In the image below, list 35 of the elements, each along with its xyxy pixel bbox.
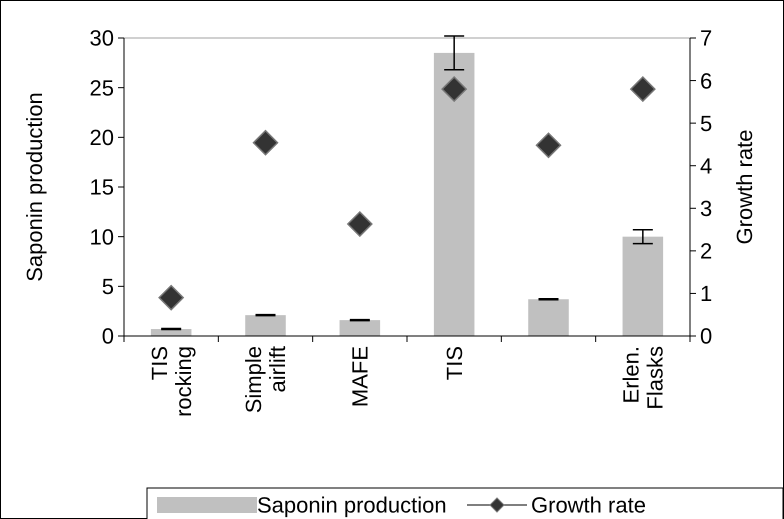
x-tick-label: MAFE — [348, 346, 373, 408]
bar — [245, 315, 286, 336]
y2-tick-label: 1 — [700, 281, 712, 306]
bar — [434, 52, 474, 336]
x-tick-label: TIS — [442, 346, 467, 380]
y-axis-title: Saponin production — [22, 92, 47, 282]
point — [536, 132, 562, 158]
bar — [340, 320, 380, 336]
y2-tick-label: 7 — [700, 26, 712, 51]
y-tick-label: 10 — [90, 224, 114, 250]
y2-tick-label: 0 — [700, 324, 712, 349]
bar — [528, 299, 569, 336]
y-tick-label: 15 — [90, 174, 114, 200]
y-tick-label: 5 — [102, 274, 114, 300]
legend-label: Saponin production — [257, 492, 447, 518]
y-tick-label: 20 — [90, 125, 114, 150]
y-tick-label: 30 — [90, 26, 114, 51]
point — [347, 211, 373, 237]
y2-tick-label: 3 — [700, 196, 712, 221]
y-tick-label: 25 — [90, 75, 114, 100]
bar — [622, 236, 664, 336]
x-tick-label: TIS rocking — [146, 346, 196, 417]
point — [252, 130, 278, 156]
point — [158, 284, 184, 310]
x-tick-label: Simple airlift — [241, 346, 290, 414]
point — [630, 76, 656, 102]
point — [441, 76, 467, 102]
x-tick-label: Erlen. Flasks — [618, 346, 668, 410]
y-tick-label: 0 — [102, 324, 114, 349]
y2-axis-title: Growth rate — [732, 130, 757, 244]
y2-tick-label: 4 — [700, 153, 712, 178]
y2-tick-label: 2 — [700, 238, 712, 264]
legend-label: Growth rate — [531, 492, 646, 518]
y2-tick-label: 6 — [700, 68, 712, 94]
y2-tick-label: 5 — [700, 110, 712, 136]
